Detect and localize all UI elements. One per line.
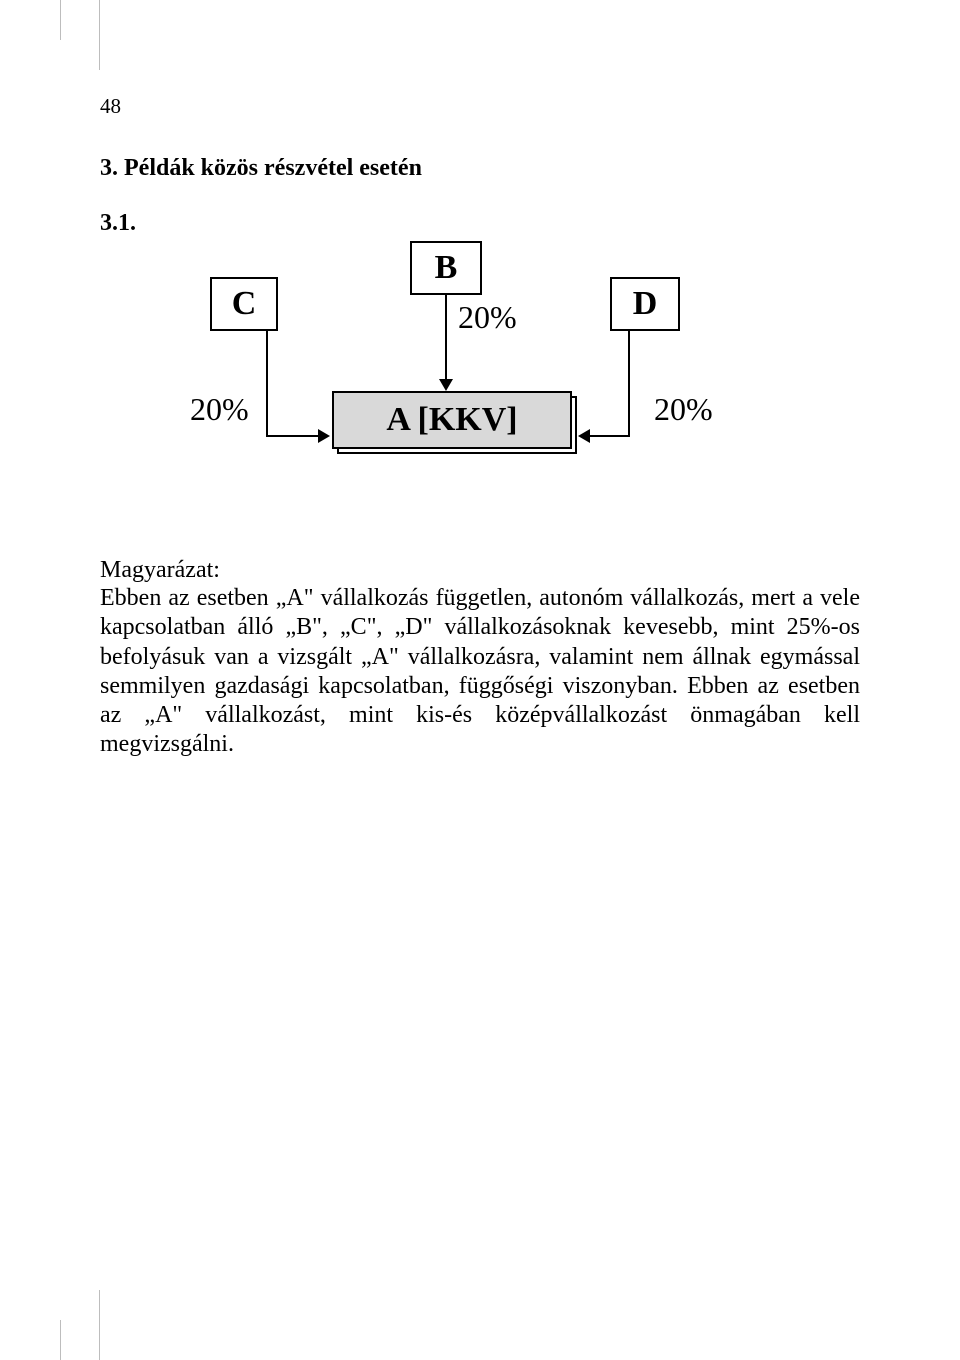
node-d: D (610, 277, 680, 331)
arrow-c-to-a-vline (266, 331, 268, 437)
subsection-heading: 3.1. (100, 210, 860, 237)
crop-mark-bottom-outer (60, 1320, 61, 1360)
explanation-body: Ebben az esetben „A" vállalkozás függetl… (100, 584, 860, 760)
node-a: A [KKV] (332, 391, 572, 449)
node-b: B (410, 241, 482, 295)
arrow-c-to-a-head (318, 429, 330, 443)
crop-mark-top-inner (99, 0, 100, 70)
node-c: C (210, 277, 278, 331)
page-number: 48 (100, 94, 860, 119)
arrow-d-to-a-head (578, 429, 590, 443)
label-d-percent: 20% (654, 391, 713, 428)
explanation-title: Magyarázat: (100, 557, 860, 584)
label-c-percent: 20% (190, 391, 249, 428)
arrow-c-to-a-hline (266, 435, 320, 437)
label-b-percent: 20% (458, 299, 517, 336)
section-heading: 3. Példák közös részvétel esetén (100, 155, 860, 182)
arrow-b-to-a-line (445, 295, 447, 381)
arrow-d-to-a-vline (628, 331, 630, 437)
arrow-b-to-a-head (439, 379, 453, 391)
page-content: 48 3. Példák közös részvétel esetén 3.1.… (100, 94, 860, 784)
crop-mark-bottom-inner (99, 1290, 100, 1360)
ownership-diagram: B C D A [KKV] 20% 20% 20% (100, 237, 860, 497)
crop-mark-top-outer (60, 0, 61, 40)
arrow-d-to-a-hline (590, 435, 630, 437)
